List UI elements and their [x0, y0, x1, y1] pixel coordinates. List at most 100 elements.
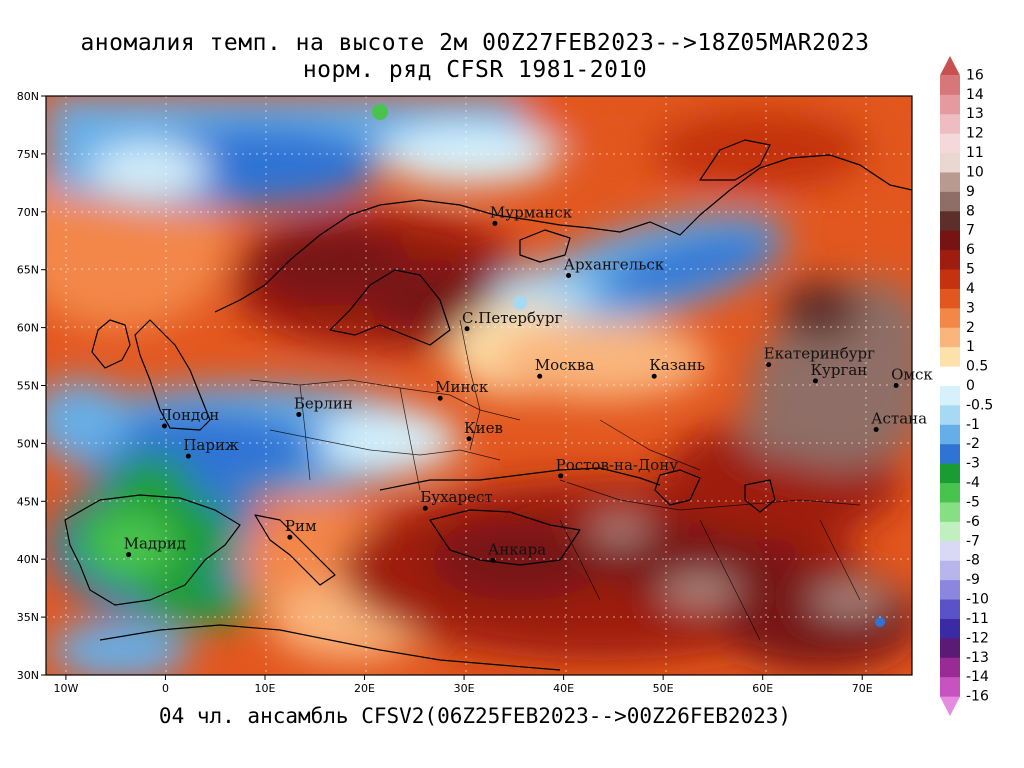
colorbar-swatch: [940, 211, 960, 232]
latitude-ticks: 30N 35N 40N 45N 50N 55N 60N 65N 70N 75N 80N: [17, 90, 46, 682]
city-marker: [437, 395, 443, 401]
colorbar-label: -6: [966, 514, 980, 530]
colorbar-label: -7: [966, 533, 980, 549]
lon-tick-label: 0: [162, 682, 169, 695]
colorbar-label: -12: [966, 630, 989, 646]
city-label: Москва: [535, 356, 595, 374]
city-marker: [422, 505, 428, 511]
colorbar-label: 14: [966, 87, 984, 103]
colorbar-swatch: [940, 541, 960, 562]
colorbar-label: 0.5: [966, 359, 988, 375]
city-marker: [558, 473, 564, 479]
colorbar-label: 0: [966, 378, 975, 394]
colorbar-swatch: [940, 463, 960, 484]
colorbar-label: -11: [966, 611, 989, 627]
city-label: Мурманск: [490, 203, 573, 221]
lat-tick-label: 75N: [17, 148, 39, 161]
colorbar-swatch: [940, 502, 960, 523]
colorbar-legend: 16 14 13 12 11 10 9 8 7 6 5 4 3 2 1 0.5 0 -0.5 -1 -2 -3 -4 -5 -…: [940, 56, 993, 716]
city-label: Бухарест: [420, 488, 492, 506]
city-marker: [812, 378, 818, 384]
lat-tick-label: 70N: [17, 206, 39, 219]
colorbar-label: 6: [966, 242, 975, 258]
colorbar-swatch: [940, 696, 960, 716]
colorbar-swatch: [940, 405, 960, 426]
colorbar-label: 2: [966, 320, 975, 336]
city-label: Лондон: [159, 406, 219, 424]
colorbar-swatch: [940, 424, 960, 445]
city-label: Астана: [871, 410, 927, 428]
ensemble-footer: 04 чл. ансамбль CFSV2(06Z25FEB2023-->00Z…: [158, 704, 792, 728]
lat-tick-label: 30N: [17, 669, 39, 682]
lon-tick-label: 50E: [653, 682, 674, 695]
lon-tick-label: 10E: [255, 682, 276, 695]
city-label: Ростов-на-Дону: [556, 456, 679, 474]
city-marker: [873, 427, 879, 433]
city-marker: [126, 552, 132, 558]
colorbar-swatch: [940, 560, 960, 581]
colorbar-swatch: [940, 347, 960, 368]
colorbar-swatch: [940, 133, 960, 154]
anomaly-field: [46, 96, 912, 675]
city-label: Берлин: [294, 394, 353, 412]
city-marker: [651, 373, 657, 379]
colorbar-label: 12: [966, 126, 984, 142]
colorbar-swatch: [940, 657, 960, 678]
colorbar-label: -10: [966, 592, 989, 608]
colorbar-label: 8: [966, 203, 975, 219]
colorbar-label: 9: [966, 184, 975, 200]
colorbar-label: -2: [966, 436, 980, 452]
city-label: Париж: [183, 436, 239, 454]
lat-tick-label: 65N: [17, 264, 39, 277]
colorbar-swatch: [940, 288, 960, 309]
city-label: Архангельск: [564, 255, 665, 273]
colorbar-swatch: [940, 521, 960, 542]
colorbar-swatch: [940, 75, 960, 96]
colorbar-swatch: [940, 638, 960, 659]
lon-tick-label: 40E: [553, 682, 574, 695]
colorbar-label: -9: [966, 572, 980, 588]
city-marker: [492, 220, 498, 226]
colorbar-swatch: [940, 599, 960, 620]
colorbar-swatch: [940, 580, 960, 601]
city-marker: [296, 411, 302, 417]
city-marker: [893, 383, 899, 388]
city-label: Киев: [464, 419, 503, 437]
colorbar-label: -0.5: [966, 397, 993, 413]
colorbar-swatch: [940, 172, 960, 193]
colorbar-label: 10: [966, 164, 984, 180]
map-title: аномалия темп. на высоте 2м 00Z27FEB2023…: [80, 30, 870, 56]
lat-tick-label: 60N: [17, 322, 39, 335]
colorbar-swatch: [940, 56, 960, 76]
longitude-ticks: 10W 0 10E 20E 30E 40E 50E 60E 70E: [53, 675, 873, 695]
colorbar-label: -1: [966, 417, 980, 433]
colorbar-label: -3: [966, 456, 980, 472]
colorbar-swatch: [940, 191, 960, 212]
colorbar-swatch: [940, 308, 960, 329]
lat-tick-label: 55N: [17, 380, 39, 393]
lon-tick-label: 20E: [354, 682, 375, 695]
colorbar-swatch: [940, 94, 960, 115]
colorbar-swatch: [940, 250, 960, 271]
lat-tick-label: 80N: [17, 90, 39, 103]
lat-tick-label: 35N: [17, 611, 39, 624]
city-label: Мадрид: [124, 535, 186, 553]
colorbar-label: 13: [966, 106, 984, 122]
colorbar-label: 1: [966, 339, 975, 355]
city-label: Минск: [435, 378, 489, 396]
colorbar-swatch: [940, 366, 960, 387]
city-marker: [287, 534, 293, 540]
country-borders: [249, 319, 861, 641]
colorbar-label: 7: [966, 223, 975, 239]
colorbar-label: 16: [966, 67, 984, 83]
lon-tick-label: 30E: [454, 682, 475, 695]
city-label: Казань: [649, 356, 705, 374]
city-label: С.Петербург: [462, 309, 562, 327]
lat-tick-label: 50N: [17, 437, 39, 450]
colorbar-label: -16: [966, 689, 989, 705]
lat-lon-grid: [46, 96, 912, 675]
colorbar-label: 11: [966, 145, 984, 161]
colorbar-label: -5: [966, 494, 980, 510]
city-marker: [490, 557, 496, 563]
